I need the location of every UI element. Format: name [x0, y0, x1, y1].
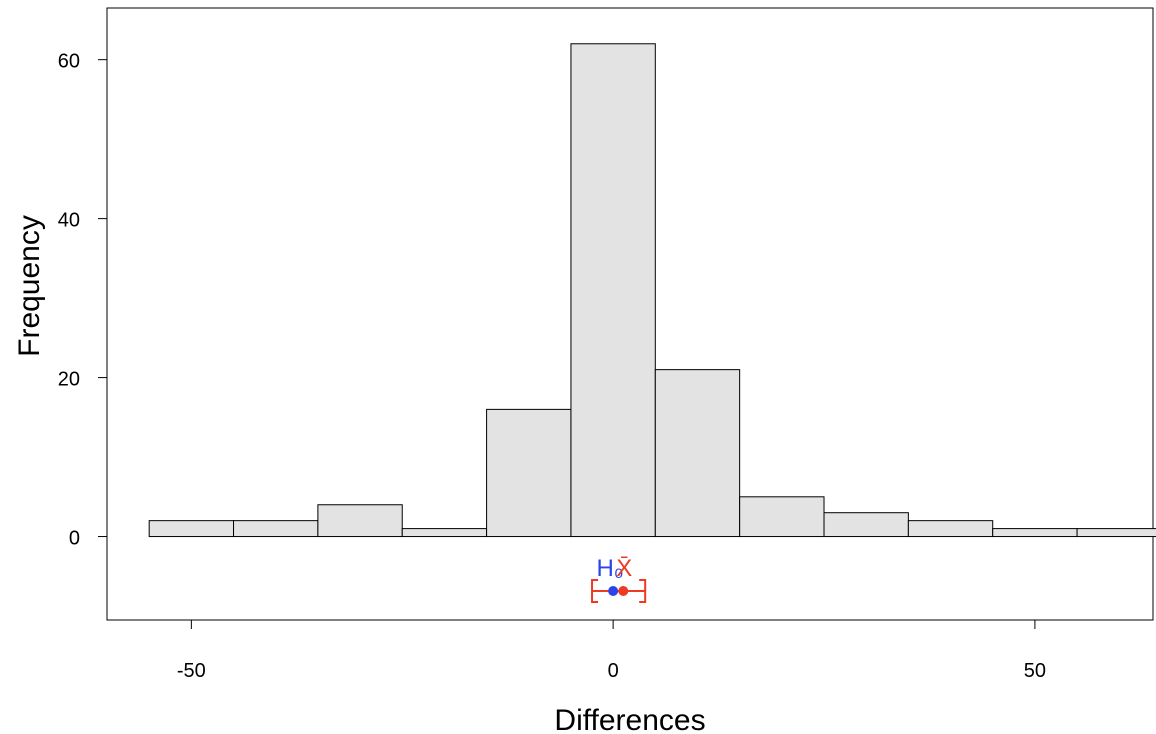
histogram-bar-1: [233, 520, 319, 538]
x-tick-label-1: 0: [608, 660, 619, 682]
histogram-bar-4: [486, 408, 572, 538]
histogram-bars: [148, 43, 1156, 538]
y-axis-title: Frequency: [13, 215, 46, 357]
x-tick-label-2: 50: [1024, 660, 1046, 682]
histogram-bar-7: [739, 496, 825, 538]
plot-frame: [106, 7, 1154, 621]
y-tick-label-0: 0: [69, 528, 80, 550]
histogram-bar-11: [1076, 528, 1156, 538]
histogram-bar-8: [823, 512, 909, 538]
mean-label: X̄: [616, 555, 632, 582]
ci-lower-bracket: [591, 579, 599, 603]
y-tick-label-1: 20: [58, 369, 80, 391]
histogram-bar-10: [992, 528, 1078, 538]
annotations: H₀X̄: [591, 555, 647, 603]
x-axis-title: Differences: [554, 704, 705, 734]
histogram-bar-3: [401, 528, 488, 538]
histogram-bar-5: [570, 43, 656, 538]
h0-point: [608, 586, 619, 596]
x-tick-label-0: -50: [177, 660, 206, 682]
histogram-bar-6: [654, 369, 741, 538]
axes: -50 0 50 0 20 40 60: [58, 51, 1046, 682]
histogram-bar-9: [907, 520, 994, 538]
histogram-bar-0: [148, 520, 235, 538]
h0-label: H₀: [596, 555, 623, 582]
mean-point: [618, 586, 629, 596]
y-tick-label-3: 60: [58, 51, 80, 73]
y-tick-label-2: 40: [58, 210, 80, 232]
ci-upper-bracket: [639, 579, 647, 603]
histogram-bar-2: [317, 504, 403, 538]
